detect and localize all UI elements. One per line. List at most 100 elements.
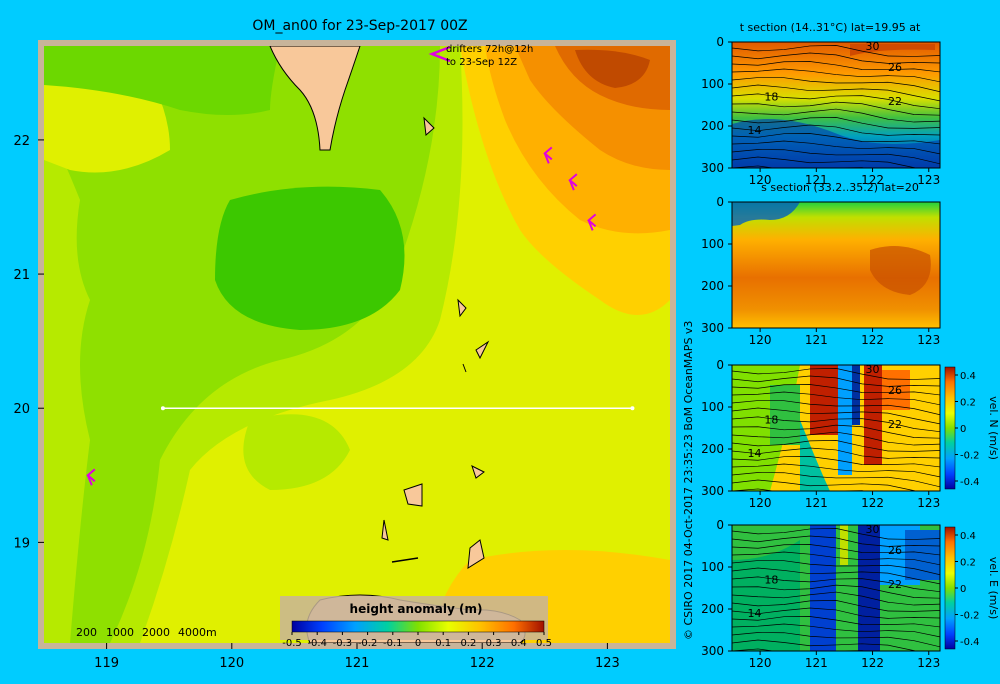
isotherm-contour xyxy=(732,472,940,488)
section-x-tick-label: 120 xyxy=(749,333,772,347)
section-y-tick-label: 100 xyxy=(701,237,724,251)
section-y-tick-label: 0 xyxy=(716,195,724,209)
colorbar-tick-label: 0.2 xyxy=(460,638,476,649)
colorbar-tick-label: 0.5 xyxy=(536,638,552,649)
isotherm-contour xyxy=(732,367,940,380)
vn-section-south-jet-2 xyxy=(852,365,860,425)
colorbar-tick-label: 0.2 xyxy=(960,558,976,569)
colorbar-tick-label: 0 xyxy=(960,424,966,435)
ve-section-band-1 xyxy=(732,540,800,651)
isotherm-contour xyxy=(732,584,940,599)
section-x-tick-label: 121 xyxy=(805,656,828,670)
section-y-tick-label: 200 xyxy=(701,119,724,133)
vn-section-band-3 xyxy=(800,420,830,491)
section-x-tick-label: 121 xyxy=(805,173,828,187)
isotherm-contour xyxy=(732,84,940,102)
section-y-tick-label: 100 xyxy=(701,77,724,91)
t-section-panel: t section (14..31°C) lat=19.95 at 30 26 22… xyxy=(701,21,941,187)
taiwan-land xyxy=(269,46,361,151)
vn-colorbar xyxy=(944,366,956,490)
map-x-tick-label: 120 xyxy=(219,656,244,671)
map-y-tick-label: 19 xyxy=(13,536,30,551)
s-section-salty-core xyxy=(870,246,931,295)
drifter-track xyxy=(568,179,575,191)
island-babuyan-2 xyxy=(403,483,423,507)
contour-label: 26 xyxy=(888,384,902,397)
isotherm-contour xyxy=(732,407,940,425)
colorbar-backdrop xyxy=(280,596,548,640)
section-y-tick-label: 300 xyxy=(701,321,724,335)
vn-section-north-jet-2 xyxy=(864,365,882,465)
s-section-fresh-lens xyxy=(732,202,800,226)
colorbar-tick-label: 0.1 xyxy=(435,638,451,649)
t-section-field xyxy=(732,42,940,168)
isotherm-contour xyxy=(732,623,940,638)
colorbar-tick-label: -0.4 xyxy=(960,477,980,488)
anomaly-contour-neg-mid-n xyxy=(44,46,280,115)
colorbar-tick-label: -0.3 xyxy=(333,638,353,649)
island-babuyan-4 xyxy=(381,519,389,541)
section-x-tick-label: 123 xyxy=(917,333,940,347)
isotherm-contour xyxy=(732,375,940,387)
vn-section-south-jet-1 xyxy=(838,365,852,475)
colorbar-tick-label: -0.2 xyxy=(960,611,980,622)
colorbar-tick-label: -0.2 xyxy=(358,638,378,649)
contour-label: 22 xyxy=(888,95,902,108)
island-babuyan-1 xyxy=(471,465,485,479)
drifter-arrow xyxy=(587,213,597,228)
vn-section-field xyxy=(732,365,940,491)
contour-label: 22 xyxy=(888,418,902,431)
t-section-cold-pool xyxy=(732,118,940,168)
section-x-tick-label: 122 xyxy=(861,496,884,510)
section-line-end xyxy=(630,406,635,411)
colorbar-tick-label: 0.4 xyxy=(960,531,976,542)
map-x-tick-label: 123 xyxy=(595,656,620,671)
isotherm-contour xyxy=(732,108,940,123)
isotherm-contour xyxy=(732,93,940,110)
colorbar-tick-label: 0.3 xyxy=(486,638,502,649)
isotherm-contour xyxy=(732,591,940,606)
bathy-legend-1000: 1000 xyxy=(106,626,134,639)
section-x-tick-label: 122 xyxy=(861,173,884,187)
contour-label: 14 xyxy=(747,607,761,620)
isotherm-contour xyxy=(732,77,940,93)
section-x-tick-label: 121 xyxy=(805,333,828,347)
section-y-tick-label: 300 xyxy=(701,644,724,658)
isotherm-contour xyxy=(732,560,940,576)
island-reef-dot xyxy=(462,363,467,373)
colorbar-tick-label: -0.2 xyxy=(960,451,980,462)
isotherm-contour xyxy=(732,165,868,168)
isotherm-contour xyxy=(732,648,868,651)
isotherm-contour xyxy=(732,632,940,648)
ve-section-ticks: 120 121 122 123 0 100 200 300 xyxy=(701,518,940,670)
section-y-tick-label: 100 xyxy=(701,560,724,574)
anomaly-contour-neg-south xyxy=(243,414,350,490)
colorbar-tick-label: 0 xyxy=(415,638,421,649)
ve-section-frame xyxy=(731,524,941,652)
island-babuyan-3 xyxy=(467,539,485,569)
t-section-contours xyxy=(732,44,940,168)
colorbar-tick-label: -0.4 xyxy=(307,638,327,649)
section-x-tick-label: 120 xyxy=(749,496,772,510)
map-x-tick-label: 122 xyxy=(470,656,495,671)
section-y-tick-label: 300 xyxy=(701,161,724,175)
island-batan xyxy=(475,340,490,360)
map-panel: OM_an00 for 23-Sep-2017 00Z xyxy=(13,18,676,671)
isotherm-contour xyxy=(732,44,940,57)
drifter-track xyxy=(587,220,594,231)
contour-label: 30 xyxy=(866,40,880,53)
section-x-tick-label: 120 xyxy=(749,656,772,670)
isotherm-contour xyxy=(732,391,940,406)
contour-label: 30 xyxy=(866,363,880,376)
section-y-tick-label: 0 xyxy=(716,35,724,49)
bathy-legend-2000: 2000 xyxy=(142,626,170,639)
isotherm-contour xyxy=(732,567,940,585)
contour-label: 18 xyxy=(764,414,778,427)
colorbar-tick-label: 0.4 xyxy=(511,638,527,649)
section-line-start xyxy=(160,406,165,411)
section-y-tick-label: 0 xyxy=(716,518,724,532)
t-section-title: t section (14..31°C) lat=19.95 at xyxy=(740,21,921,34)
s-section-field xyxy=(732,202,940,328)
